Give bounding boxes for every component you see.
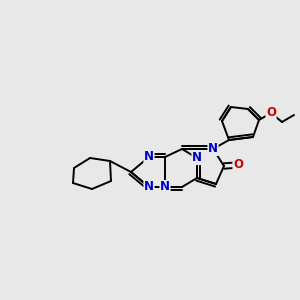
Text: N: N [144, 151, 154, 164]
Text: O: O [266, 106, 276, 119]
Text: O: O [233, 158, 243, 172]
Text: N: N [144, 181, 154, 194]
Text: N: N [160, 181, 170, 194]
Text: N: N [208, 142, 218, 155]
Text: N: N [192, 152, 202, 164]
